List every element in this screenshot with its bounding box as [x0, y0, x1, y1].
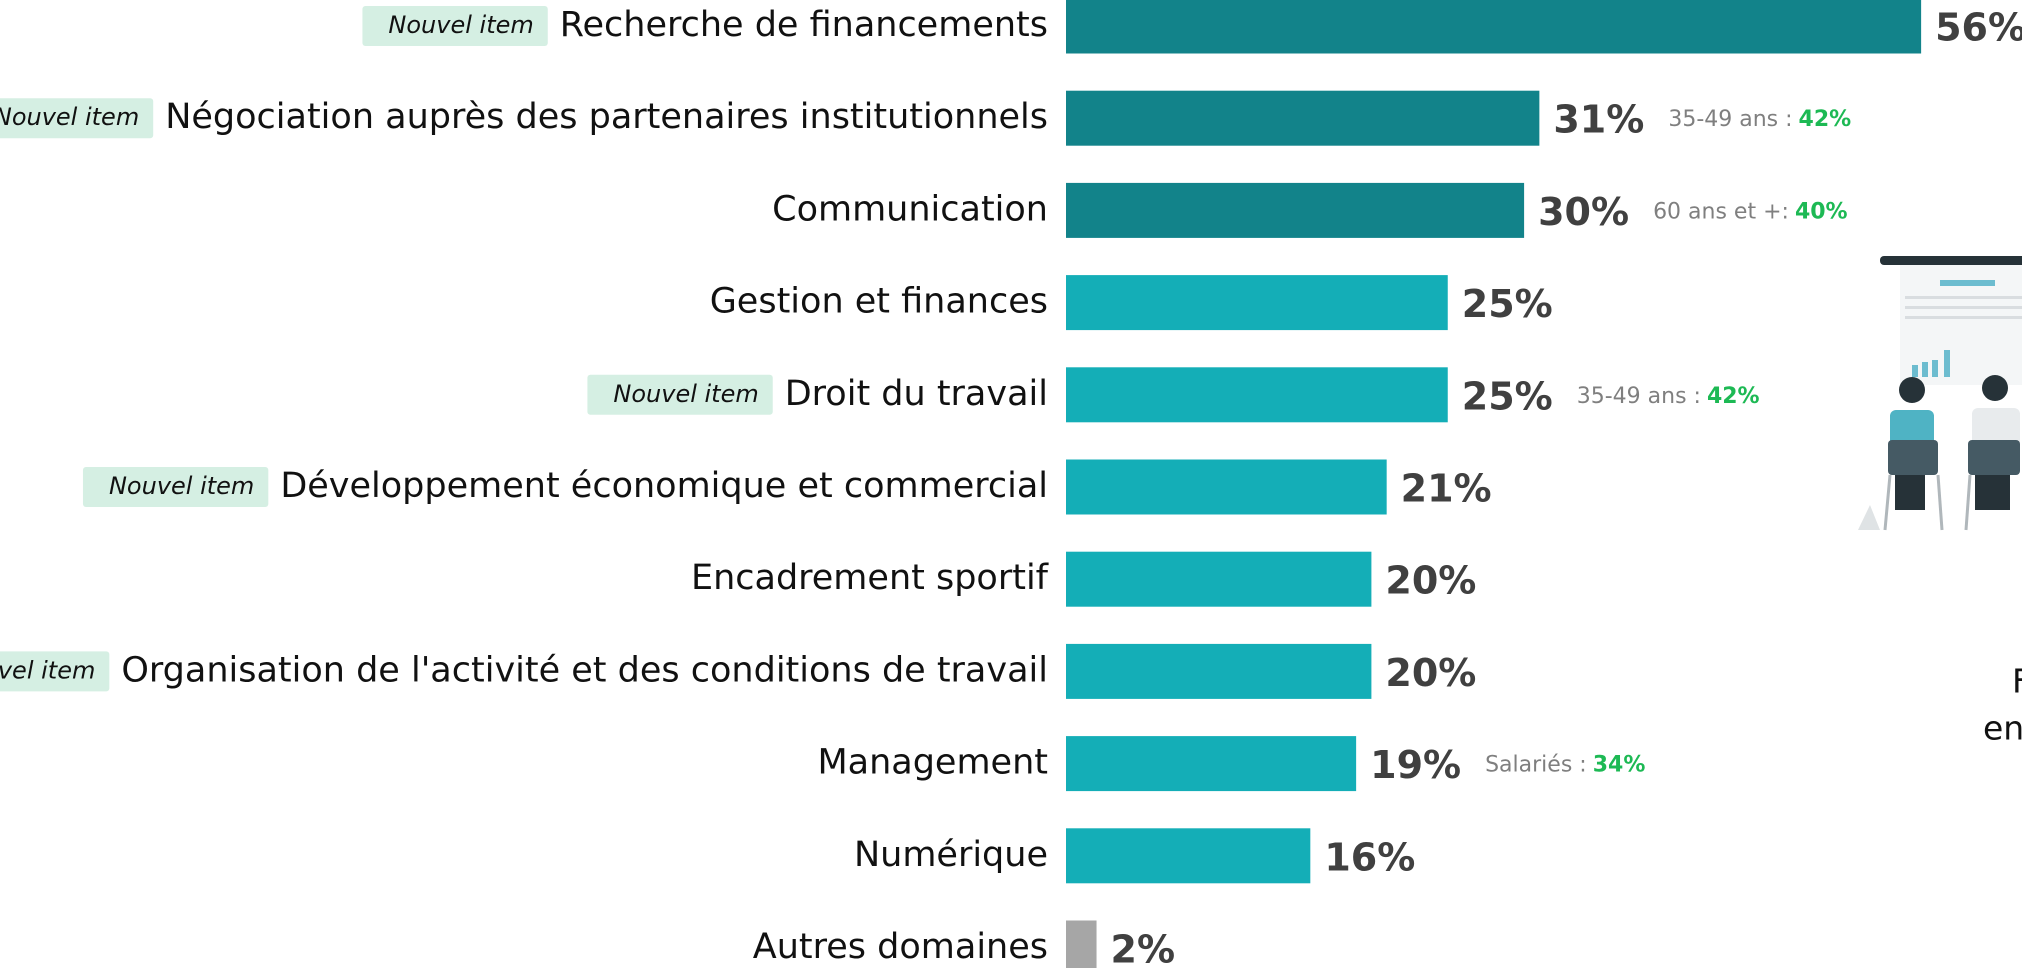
bar: [1066, 644, 1371, 699]
bar: [1066, 828, 1310, 883]
category-label: Droit du travail: [785, 374, 1048, 414]
badge-label: Nouvel item: [0, 103, 139, 131]
illustration: [1858, 256, 2022, 530]
side-text: en: [1983, 709, 2022, 748]
value-label: 21%: [1401, 467, 1492, 511]
value-label: 20%: [1385, 559, 1476, 603]
category-label: Communication: [772, 189, 1048, 229]
bar: [1066, 183, 1524, 238]
badge-label: Nouvel item: [388, 11, 533, 39]
value-label: 19%: [1370, 743, 1461, 787]
bar: [1066, 0, 1921, 54]
value-label: 25%: [1462, 374, 1553, 418]
bar: [1066, 275, 1448, 330]
value-label: 25%: [1462, 282, 1553, 326]
category-label: Recherche de financements: [560, 5, 1048, 45]
value-label: 16%: [1324, 835, 1415, 879]
annotation-highlight: 40%: [1795, 199, 1848, 224]
value-label: 31%: [1553, 98, 1644, 142]
value-label: 2%: [1111, 928, 1176, 968]
category-label: Numérique: [854, 835, 1048, 875]
bar: [1066, 367, 1448, 422]
badge-label: Nouvel item: [0, 656, 95, 684]
category-label: Management: [817, 743, 1048, 783]
category-label: Gestion et finances: [710, 282, 1048, 322]
annotation: 35-49 ans :: [1577, 384, 1701, 409]
category-label: Encadrement sportif: [691, 558, 1049, 598]
bar: [1066, 552, 1371, 607]
bar: [1066, 91, 1539, 146]
annotation: 35-49 ans :: [1668, 107, 1792, 132]
annotation-highlight: 42%: [1799, 107, 1852, 132]
badge-label: Nouvel item: [613, 380, 758, 408]
bar: [1066, 921, 1097, 968]
category-label: Organisation de l'activité et des condit…: [121, 650, 1048, 690]
value-label: 30%: [1538, 190, 1629, 234]
badge-label: Nouvel item: [109, 472, 254, 500]
bar: [1066, 736, 1356, 791]
category-label: Développement économique et commercial: [280, 466, 1048, 506]
category-label: Autres domaines: [753, 927, 1048, 967]
side-text: F: [2012, 662, 2022, 701]
annotation-highlight: 34%: [1593, 753, 1646, 778]
value-label: 20%: [1385, 651, 1476, 695]
chart: Recherche de financements Nouvel item 56% N…: [0, 0, 2022, 968]
annotation: Salariés :: [1485, 753, 1587, 778]
category-label: Négociation auprès des partenaires insti…: [165, 97, 1048, 137]
bar: [1066, 460, 1387, 515]
annotation: 60 ans et +:: [1653, 199, 1789, 224]
annotation-highlight: 42%: [1707, 384, 1760, 409]
value-label: 56%: [1935, 6, 2022, 50]
